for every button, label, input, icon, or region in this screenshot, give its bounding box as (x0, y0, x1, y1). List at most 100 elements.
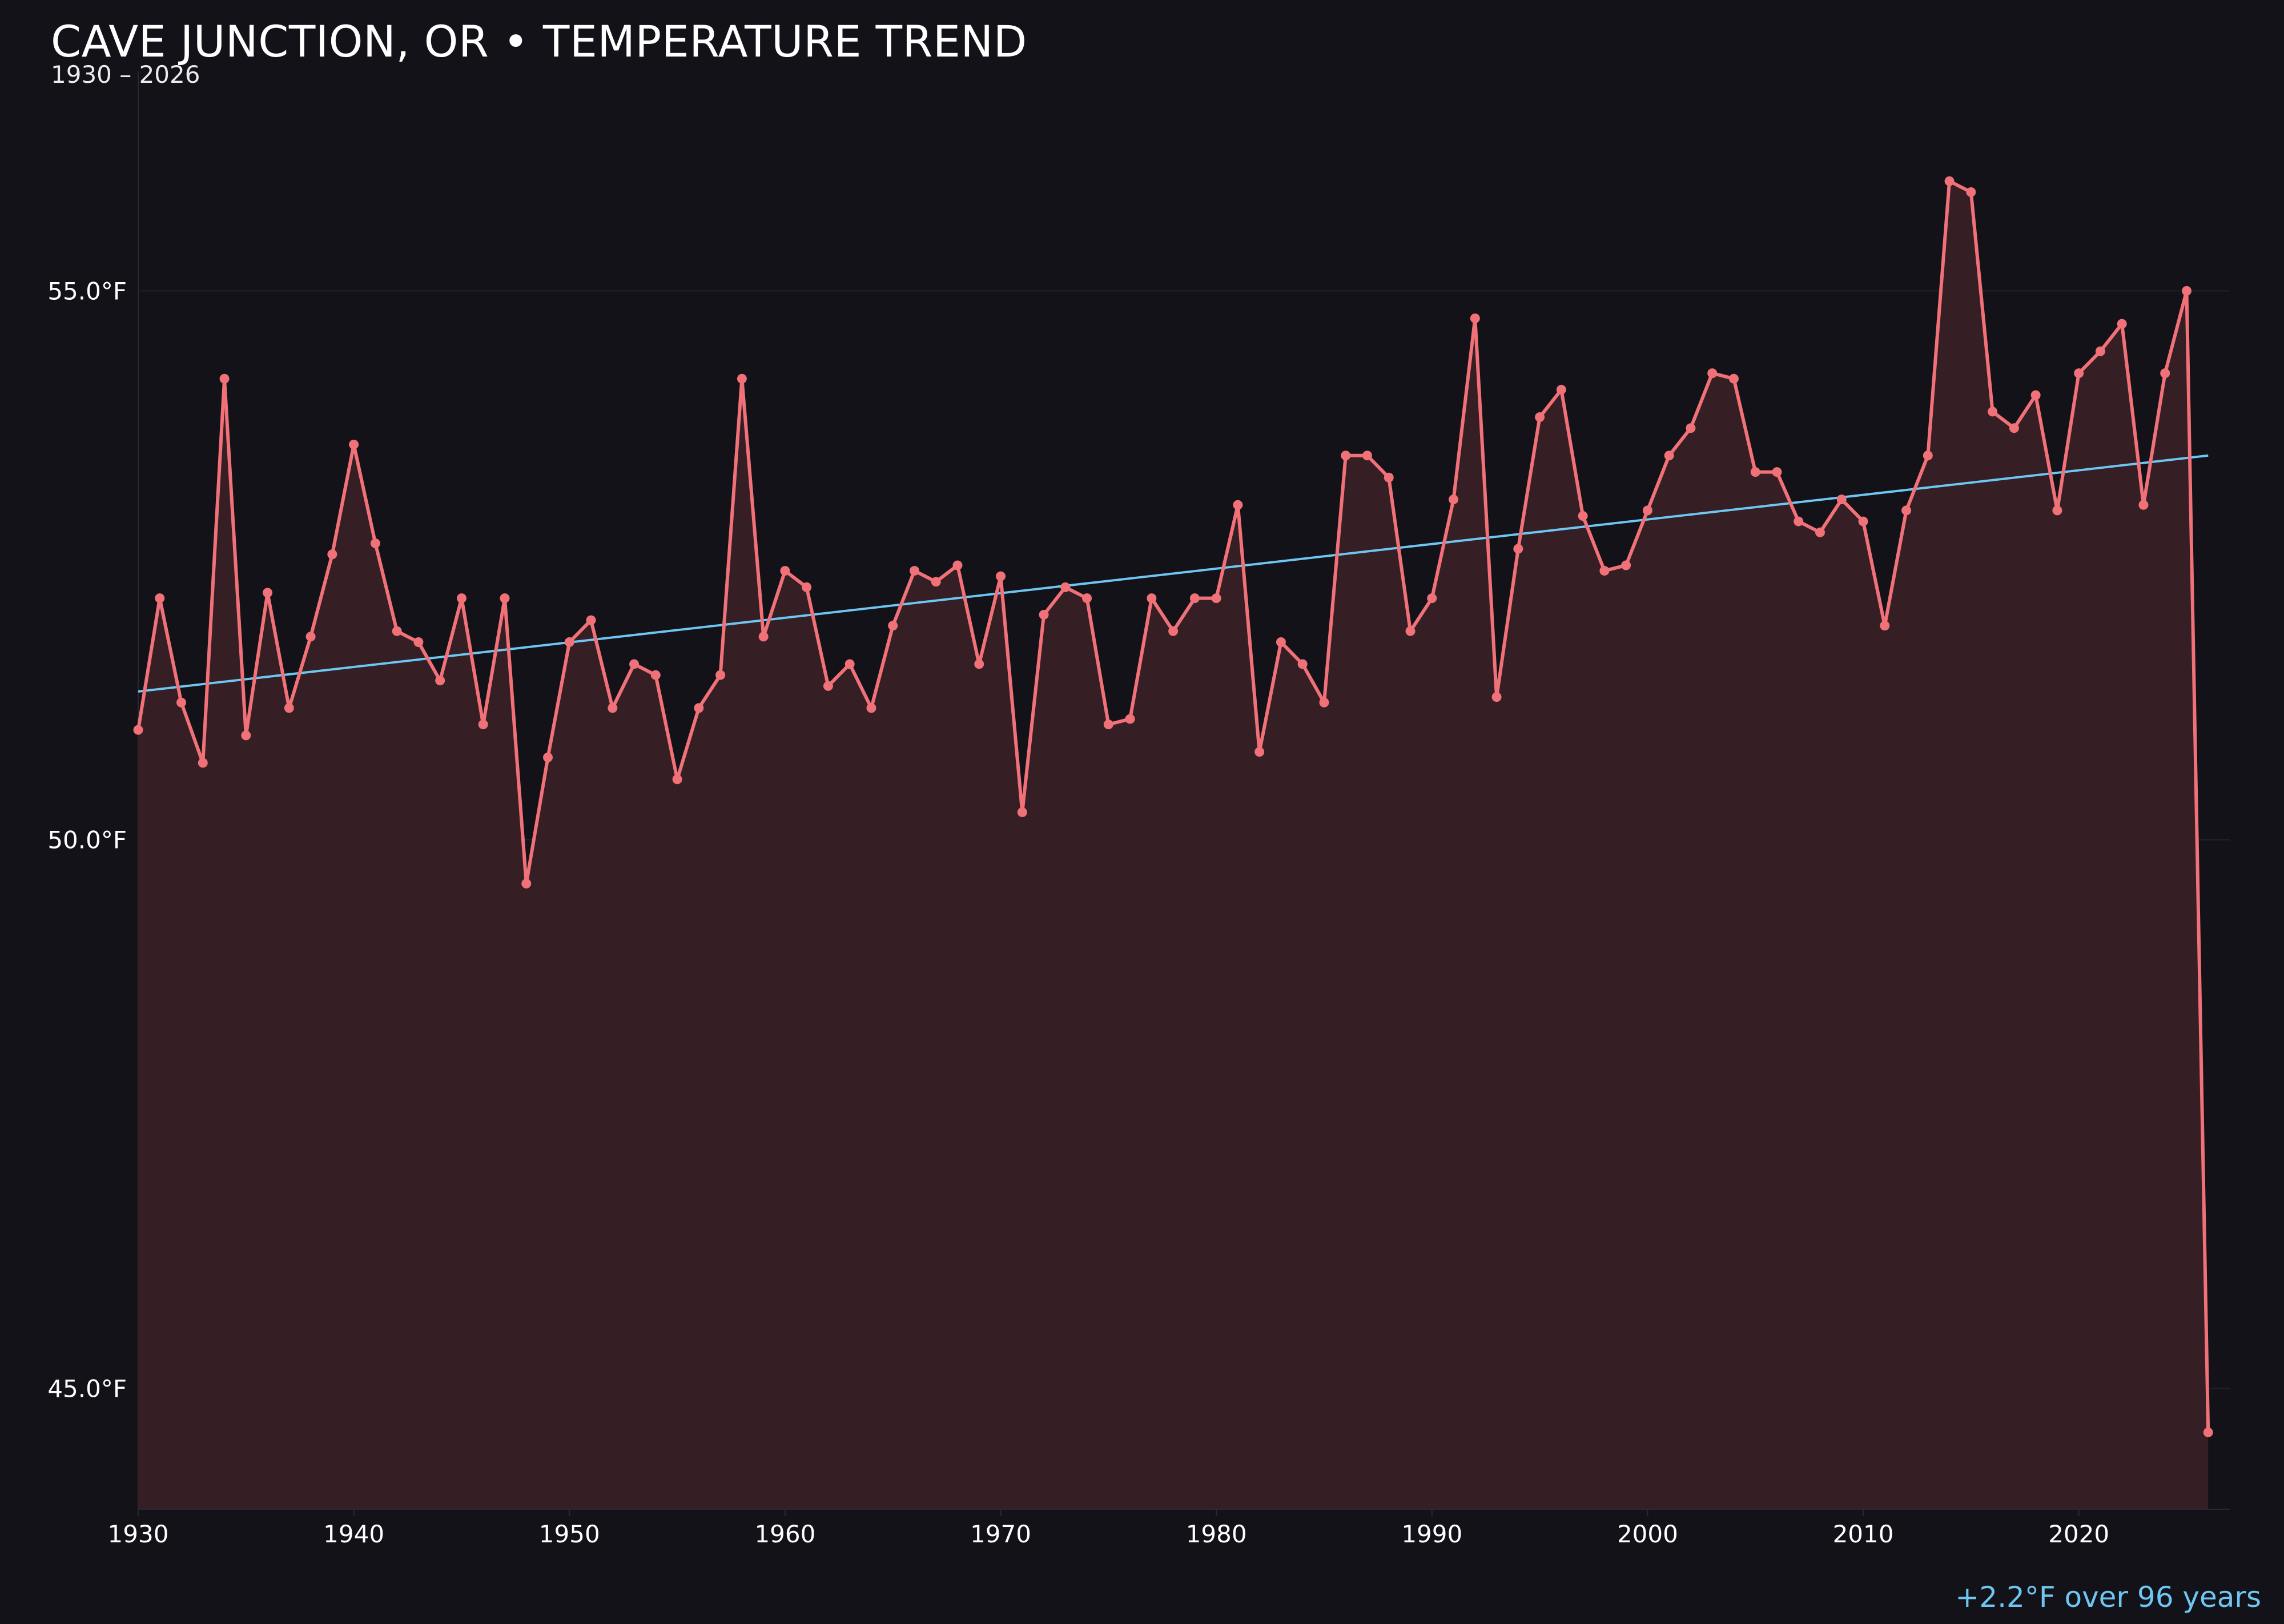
data-point (1578, 510, 1588, 521)
data-point (1686, 423, 1696, 433)
trend-summary: +2.2°F over 96 years (1955, 1581, 2261, 1614)
data-point (456, 593, 467, 604)
trend-line (138, 454, 2209, 693)
data-point (133, 725, 143, 735)
data-point (1233, 500, 1243, 510)
data-point (478, 719, 488, 730)
data-point (780, 566, 790, 576)
data-point (1901, 505, 1912, 516)
x-tick-labels: 1930 1940 1950 1960 1970 1980 1990 2000 2010 2020 (108, 1509, 2109, 1548)
x-tick-label: 1990 (1401, 1520, 1462, 1548)
data-point (219, 373, 230, 384)
data-point (1664, 451, 1674, 461)
data-point (564, 637, 574, 648)
data-point (1750, 467, 1760, 477)
data-point (2203, 1427, 2213, 1437)
data-point (370, 538, 380, 549)
data-point (1491, 692, 1502, 702)
data-point (327, 549, 337, 560)
data-point (349, 440, 359, 450)
y-tick-label: 55.0°F (47, 277, 127, 305)
data-point (1449, 495, 1459, 505)
data-point (1556, 384, 1566, 395)
data-point (1815, 527, 1825, 537)
data-point (1599, 566, 1610, 576)
data-point (1189, 593, 1200, 604)
data-point (2117, 319, 2127, 329)
data-point (241, 730, 251, 741)
data-point (1642, 505, 1652, 516)
data-point (1297, 659, 1308, 669)
y-tick-label: 50.0°F (47, 826, 127, 854)
data-point (1168, 626, 1179, 636)
x-tick-label: 1930 (108, 1520, 169, 1548)
chart-subtitle: 1930 – 2026 (51, 61, 200, 89)
y-tick-label: 45.0°F (47, 1375, 127, 1403)
data-point (650, 670, 661, 680)
data-point (521, 878, 532, 889)
data-point (802, 582, 812, 592)
data-point (629, 659, 640, 669)
x-tick-label: 1960 (754, 1520, 815, 1548)
area-under-line (138, 181, 2209, 1509)
x-tick-label: 1980 (1186, 1520, 1247, 1548)
data-point (715, 670, 726, 680)
data-point (1362, 451, 1372, 461)
data-point (2095, 346, 2105, 356)
data-point (1103, 719, 1113, 730)
data-points (133, 176, 2213, 1437)
data-point (1513, 544, 1523, 554)
trend-line-group (138, 454, 2209, 693)
data-point (1039, 609, 1049, 620)
data-point (2009, 423, 2019, 433)
data-point (176, 697, 187, 708)
data-point (305, 632, 316, 642)
data-point (931, 577, 941, 587)
data-point (1858, 516, 1868, 526)
data-point (586, 615, 596, 625)
x-tick-label: 1940 (323, 1520, 384, 1548)
data-point (500, 593, 510, 604)
data-point (974, 659, 984, 669)
data-point (1060, 582, 1071, 592)
data-point (608, 703, 618, 713)
data-point (1147, 593, 1157, 604)
data-point (1923, 451, 1933, 461)
data-point (1772, 467, 1782, 477)
data-point (694, 703, 704, 713)
data-point (1836, 495, 1847, 505)
data-point (1707, 368, 1718, 379)
data-point (888, 621, 898, 631)
data-point (1966, 187, 1976, 197)
area-fill (138, 181, 2209, 1509)
data-point (413, 637, 424, 648)
data-point (996, 571, 1006, 581)
data-point (1470, 313, 1480, 323)
data-point (263, 588, 273, 598)
data-point (2160, 368, 2170, 379)
data-point (155, 593, 165, 604)
data-point (2138, 500, 2149, 510)
x-tick-label: 1950 (539, 1520, 600, 1548)
data-point (2074, 368, 2084, 379)
x-tick-label: 2010 (1833, 1520, 1894, 1548)
data-point (198, 758, 208, 768)
data-point (2030, 390, 2041, 400)
data-point (1211, 593, 1221, 604)
x-tick-label: 1970 (970, 1520, 1031, 1548)
data-point (1944, 176, 1955, 186)
data-point (909, 566, 919, 576)
data-point (542, 752, 553, 762)
data-point (392, 626, 402, 636)
data-point (845, 659, 855, 669)
data-point (2052, 505, 2062, 516)
data-point (284, 703, 294, 713)
data-point (672, 774, 682, 785)
data-point (1405, 626, 1416, 636)
data-point (2181, 286, 2191, 296)
chart-title: CAVE JUNCTION, OR • TEMPERATURE TREND (51, 16, 1027, 67)
data-point (1125, 714, 1135, 724)
data-point (866, 703, 876, 713)
data-point (1017, 807, 1027, 817)
data-point (435, 676, 445, 686)
